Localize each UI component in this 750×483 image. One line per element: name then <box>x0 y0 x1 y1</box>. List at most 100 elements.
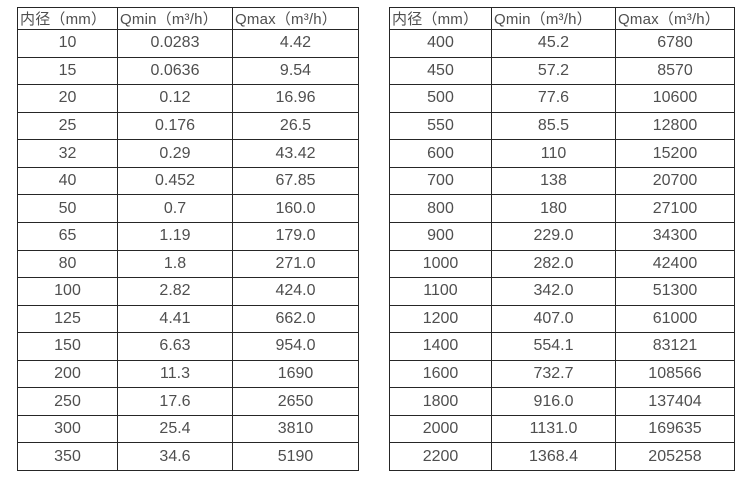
table-cell: 179.0 <box>232 221 359 251</box>
table-row: 400 45.2 6780 <box>389 29 735 58</box>
table-row: 2200 1368.4 205258 <box>389 442 735 471</box>
table-cell: 125 <box>17 304 118 334</box>
table-cell: 27100 <box>615 194 735 223</box>
table-cell: 80 <box>17 249 118 279</box>
table-row: 300 25.4 3810 <box>17 414 359 444</box>
table-cell: 800 <box>389 194 492 223</box>
table-cell: 15200 <box>615 139 735 168</box>
table-row: 500 77.6 10600 <box>389 84 735 113</box>
table-cell: 160.0 <box>232 194 359 223</box>
table-cell: 83121 <box>615 332 735 361</box>
table-row: 125 4.41 662.0 <box>17 304 359 334</box>
table-cell: 9.54 <box>232 56 359 86</box>
table-row: 700 138 20700 <box>389 166 735 196</box>
table-body: 400 45.2 6780 450 57.2 8570 500 77.6 10600 550 85.… <box>389 29 735 471</box>
table-cell: 8570 <box>615 56 735 86</box>
table-row: 50 0.7 160.0 <box>17 194 359 223</box>
table-row: 1200 407.0 61000 <box>389 304 735 334</box>
table-cell: 26.5 <box>232 111 359 141</box>
table-cell: 0.7 <box>117 194 233 223</box>
table-row: 1000 282.0 42400 <box>389 249 735 279</box>
table-cell: 108566 <box>615 359 735 389</box>
table-cell: 424.0 <box>232 277 359 306</box>
table-row: 800 180 27100 <box>389 194 735 223</box>
table-cell: 10 <box>17 29 118 58</box>
table-cell: 180 <box>491 194 616 223</box>
table-row: 65 1.19 179.0 <box>17 221 359 251</box>
table-cell: 1000 <box>389 249 492 279</box>
table-cell: 1690 <box>232 359 359 389</box>
table-cell: 12800 <box>615 111 735 141</box>
table-cell: 32 <box>17 139 118 168</box>
table-cell: 229.0 <box>491 221 616 251</box>
table-row: 1800 916.0 137404 <box>389 387 735 416</box>
table-row: 32 0.29 43.42 <box>17 139 359 168</box>
table-cell: 6780 <box>615 29 735 58</box>
table-cell: 6.63 <box>117 332 233 361</box>
table-cell: 554.1 <box>491 332 616 361</box>
table-cell: 700 <box>389 166 492 196</box>
table-cell: 25 <box>17 111 118 141</box>
table-cell: 11.3 <box>117 359 233 389</box>
table-row: 15 0.0636 9.54 <box>17 56 359 86</box>
table-cell: 300 <box>17 414 118 444</box>
table-row: 350 34.6 5190 <box>17 442 359 471</box>
table-header-row: 内径（mm） Qmin（m³/h） Qmax（m³/h） <box>17 7 359 30</box>
column-header: 内径（mm） <box>389 7 492 30</box>
table-cell: 342.0 <box>491 277 616 306</box>
table-row: 25 0.176 26.5 <box>17 111 359 141</box>
column-header: Qmin（m³/h） <box>491 7 616 30</box>
table-cell: 2.82 <box>117 277 233 306</box>
table-cell: 40 <box>17 166 118 196</box>
table-cell: 34300 <box>615 221 735 251</box>
table-cell: 67.85 <box>232 166 359 196</box>
column-header: Qmin（m³/h） <box>117 7 233 30</box>
table-cell: 20700 <box>615 166 735 196</box>
table-cell: 1200 <box>389 304 492 334</box>
table-cell: 662.0 <box>232 304 359 334</box>
table-cell: 1368.4 <box>491 442 616 471</box>
table-row: 1600 732.7 108566 <box>389 359 735 389</box>
table-cell: 0.12 <box>117 84 233 113</box>
table-cell: 77.6 <box>491 84 616 113</box>
table-cell: 1131.0 <box>491 414 616 444</box>
table-cell: 169635 <box>615 414 735 444</box>
table-cell: 500 <box>389 84 492 113</box>
column-header: 内径（mm） <box>17 7 118 30</box>
table-cell: 400 <box>389 29 492 58</box>
table-row: 1100 342.0 51300 <box>389 277 735 306</box>
table-cell: 732.7 <box>491 359 616 389</box>
flow-rate-table-large-diameters: 内径（mm） Qmin（m³/h） Qmax（m³/h） 400 45.2 6780 45… <box>389 7 735 471</box>
table-cell: 2200 <box>389 442 492 471</box>
table-row: 80 1.8 271.0 <box>17 249 359 279</box>
table-row: 10 0.0283 4.42 <box>17 29 359 58</box>
table-row: 250 17.6 2650 <box>17 387 359 416</box>
table-cell: 42400 <box>615 249 735 279</box>
table-cell: 3810 <box>232 414 359 444</box>
table-cell: 16.96 <box>232 84 359 113</box>
table-cell: 916.0 <box>491 387 616 416</box>
table-cell: 100 <box>17 277 118 306</box>
table-header: 内径（mm） Qmin（m³/h） Qmax（m³/h） <box>17 7 359 30</box>
table-cell: 4.42 <box>232 29 359 58</box>
table-cell: 45.2 <box>491 29 616 58</box>
table-row: 200 11.3 1690 <box>17 359 359 389</box>
table-cell: 110 <box>491 139 616 168</box>
table-row: 600 110 15200 <box>389 139 735 168</box>
table-cell: 25.4 <box>117 414 233 444</box>
table-cell: 57.2 <box>491 56 616 86</box>
table-row: 150 6.63 954.0 <box>17 332 359 361</box>
table-cell: 137404 <box>615 387 735 416</box>
table-row: 20 0.12 16.96 <box>17 84 359 113</box>
table-cell: 0.29 <box>117 139 233 168</box>
table-cell: 15 <box>17 56 118 86</box>
flow-rate-table-small-diameters: 内径（mm） Qmin（m³/h） Qmax（m³/h） 10 0.0283 4.42 1… <box>17 7 359 471</box>
table-cell: 1.19 <box>117 221 233 251</box>
table-cell: 65 <box>17 221 118 251</box>
table-cell: 0.0283 <box>117 29 233 58</box>
column-header: Qmax（m³/h） <box>615 7 735 30</box>
table-cell: 0.176 <box>117 111 233 141</box>
table-row: 900 229.0 34300 <box>389 221 735 251</box>
table-cell: 0.452 <box>117 166 233 196</box>
column-header: Qmax（m³/h） <box>232 7 359 30</box>
